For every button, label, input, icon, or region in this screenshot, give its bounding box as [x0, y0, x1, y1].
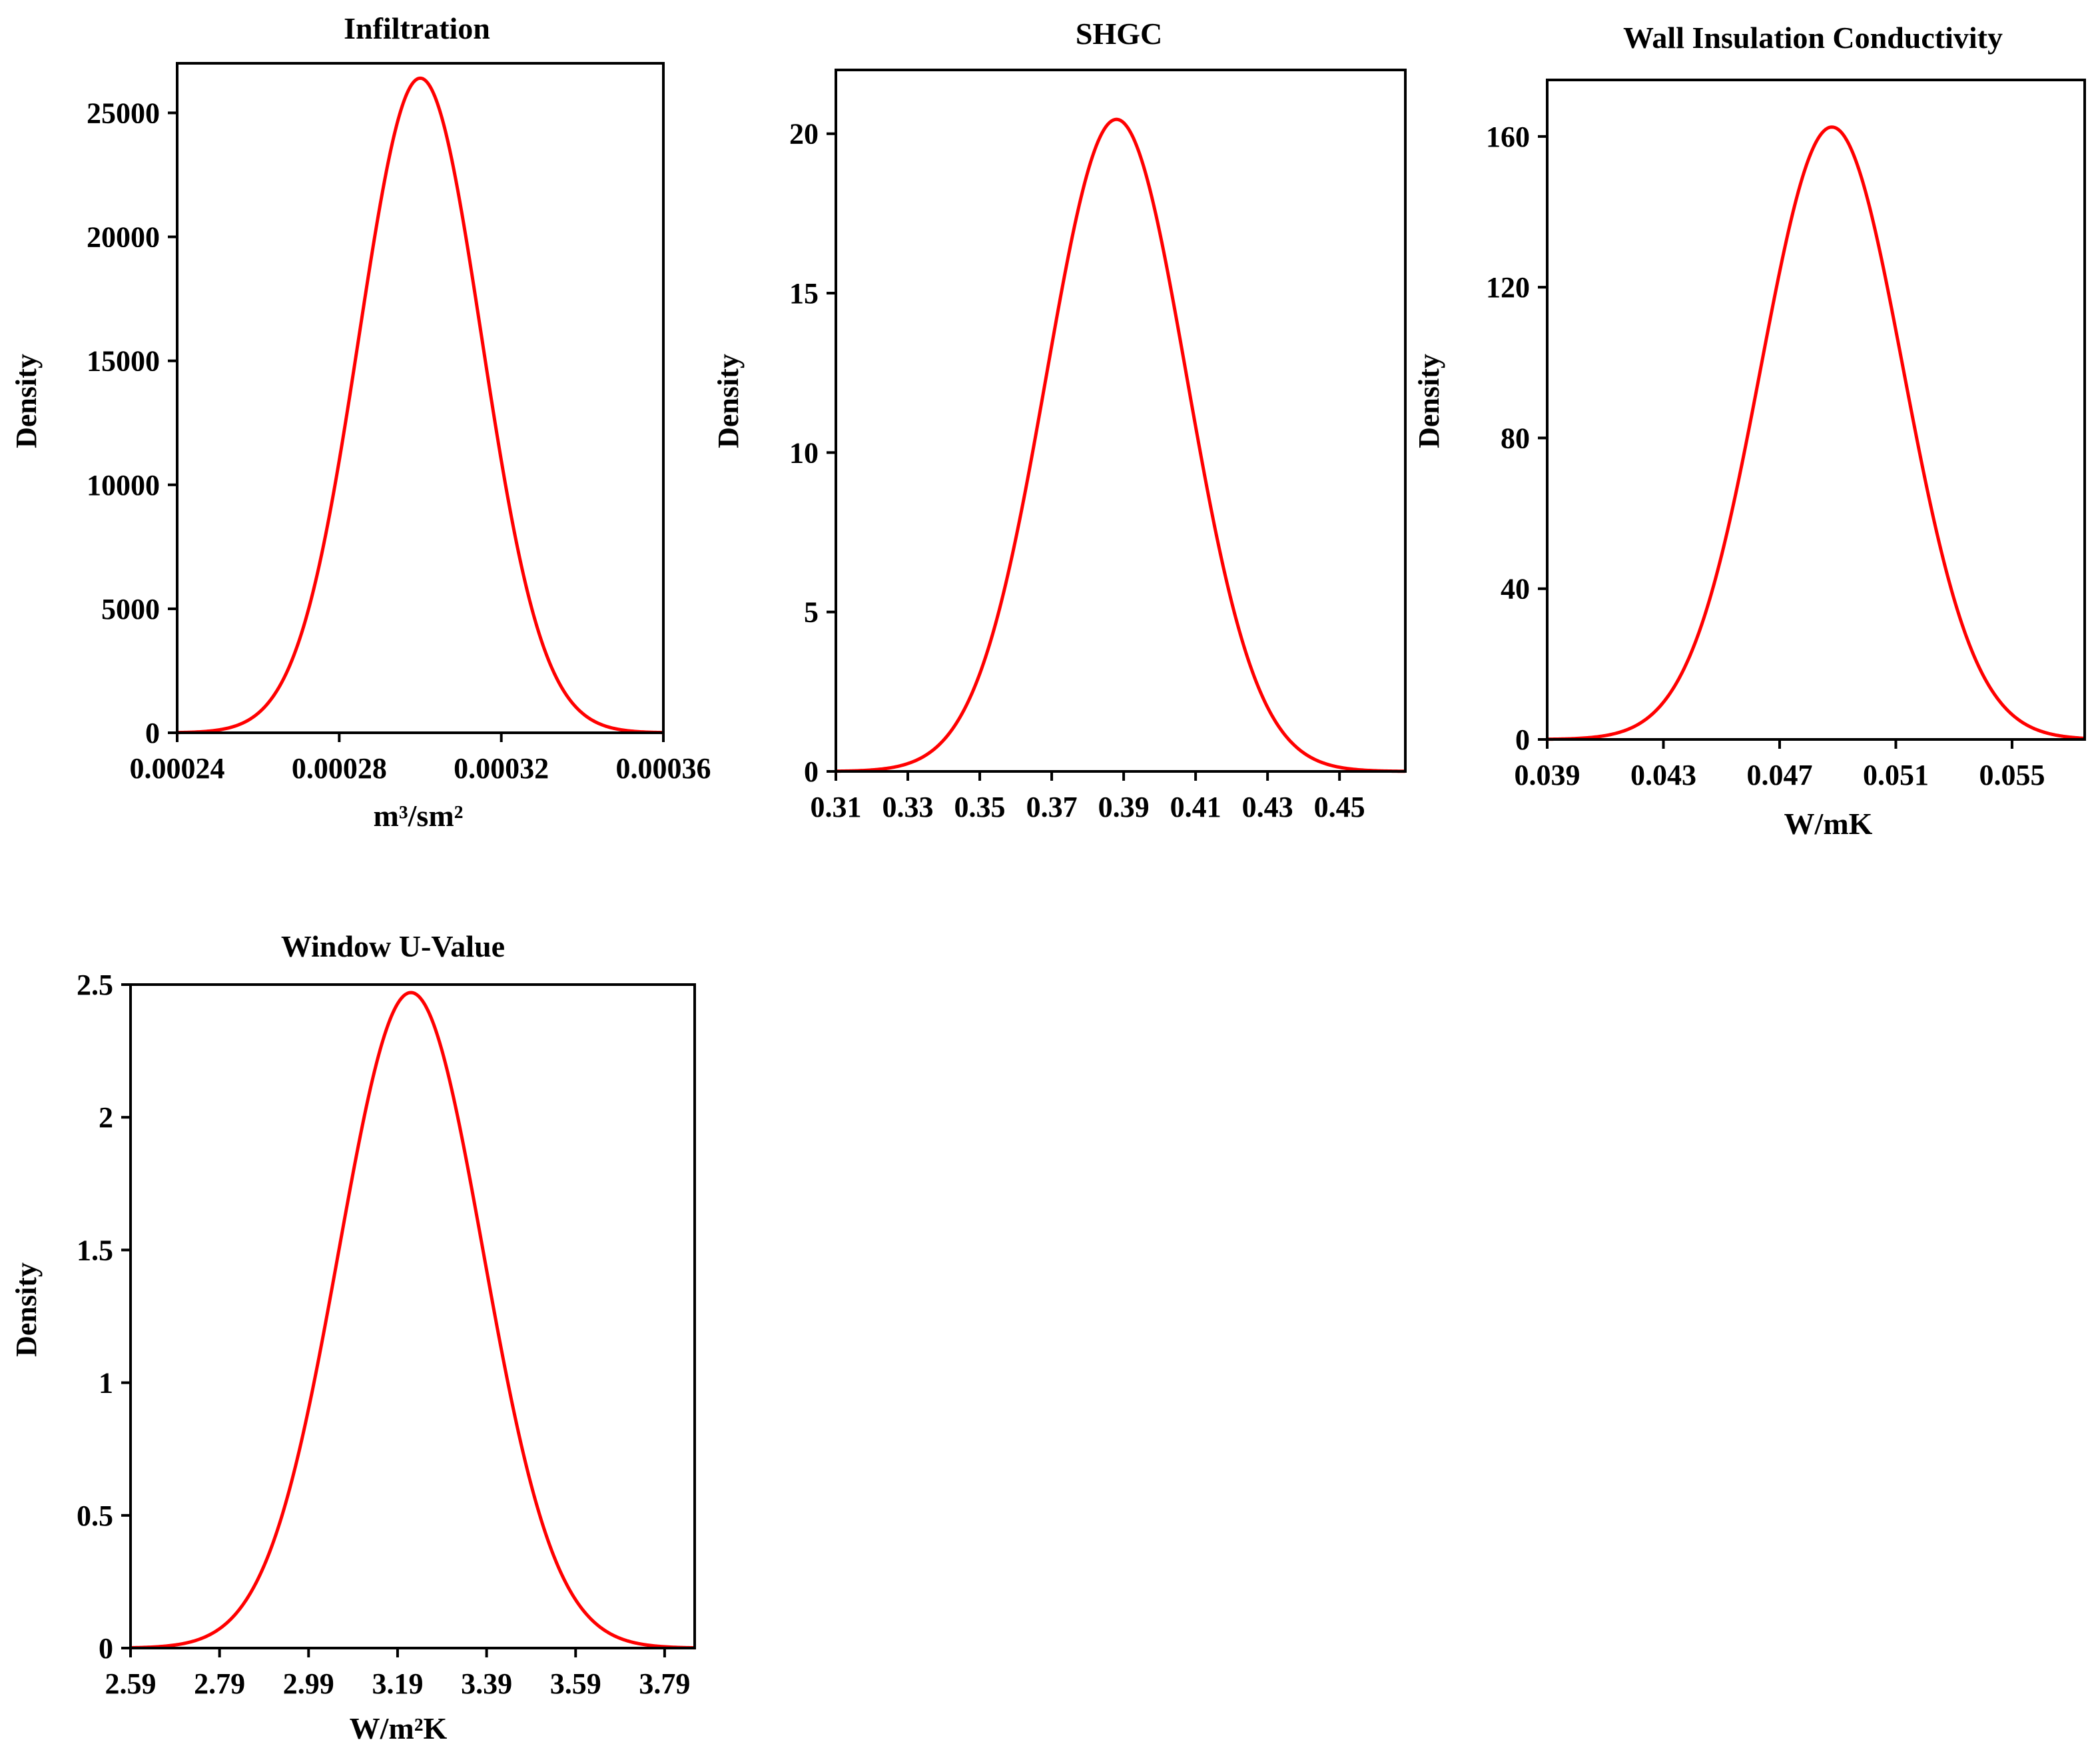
x-axis-label: m³/sm²: [374, 799, 464, 833]
y-tick-label: 10000: [87, 469, 160, 502]
plot-frame: [176, 62, 665, 734]
y-tick-label: 1: [99, 1367, 113, 1400]
chart-wall-insulation-conductivity: Wall Insulation Conductivity Density W/m…: [1413, 21, 2086, 841]
density-curve: [176, 76, 664, 735]
y-tick-label: 0: [804, 755, 819, 788]
y-axis-label: Density: [10, 1262, 43, 1357]
y-tick-label: 10: [789, 436, 819, 469]
x-axis-label: W/m²K: [350, 1711, 448, 1745]
x-tick-label: 0.00036: [616, 752, 711, 785]
tick-group: 0.039 0.043 0.047 0.051 0.055 0 40 80 120 160: [1486, 121, 2045, 791]
y-axis-label: Density: [712, 354, 745, 448]
chart-title: Infiltration: [344, 11, 490, 45]
chart-title: Wall Insulation Conductivity: [1623, 21, 2003, 55]
x-tick-label: 0.39: [1098, 791, 1150, 823]
x-tick-label: 0.45: [1314, 791, 1365, 823]
density-curve: [130, 991, 695, 1650]
x-tick-label: 0.055: [1979, 759, 2045, 791]
plot-frame: [129, 983, 696, 1649]
y-tick-label: 80: [1501, 422, 1530, 454]
x-tick-label: 2.59: [105, 1667, 157, 1700]
x-axis-label: W/mK: [1784, 807, 1873, 841]
x-tick-label: 0.41: [1170, 791, 1222, 823]
chart-title: Window U-Value: [281, 929, 505, 963]
x-tick-label: 3.39: [461, 1667, 512, 1700]
density-curve: [1547, 125, 2085, 741]
y-tick-label: 15: [789, 277, 819, 310]
x-tick-label: 0.37: [1026, 791, 1078, 823]
y-tick-label: 5000: [101, 593, 160, 626]
y-tick-label: 20000: [87, 221, 160, 254]
x-tick-label: 0.35: [954, 791, 1006, 823]
x-tick-label: 3.19: [372, 1667, 423, 1700]
x-tick-label: 0.33: [882, 791, 934, 823]
plot-frame: [1546, 79, 2086, 741]
x-tick-label: 0.043: [1630, 759, 1696, 791]
x-tick-label: 2.79: [194, 1667, 245, 1700]
x-tick-label: 3.59: [550, 1667, 601, 1700]
y-tick-label: 120: [1486, 271, 1530, 304]
chart-window-u-value: Window U-Value Density W/m²K 2.59 2.79 2.9…: [10, 929, 696, 1745]
density-curve: [835, 117, 1406, 773]
y-tick-label: 1.5: [77, 1234, 113, 1266]
y-axis-label: Density: [10, 354, 43, 448]
x-tick-label: 0.00032: [454, 752, 549, 785]
chart-infiltration: Infiltration Density m³/sm² 0.00024 0.000…: [10, 11, 711, 833]
x-tick-label: 0.051: [1863, 759, 1929, 791]
x-tick-label: 0.00024: [130, 752, 225, 785]
plot-frame: [835, 69, 1407, 773]
tick-group: 0.31 0.33 0.35 0.37 0.39 0.41 0.43 0.45 0 5 10 15 20: [789, 118, 1365, 823]
chart-shgc: SHGC Density 0.31 0.33 0.35 0.37 0.39 0.41 0.4…: [712, 17, 1407, 823]
x-tick-label: 0.047: [1746, 759, 1812, 791]
y-tick-label: 0.5: [77, 1500, 113, 1532]
y-tick-label: 20: [789, 118, 819, 151]
y-tick-label: 25000: [87, 97, 160, 129]
x-tick-label: 3.79: [639, 1667, 690, 1700]
x-tick-label: 0.31: [811, 791, 862, 823]
y-tick-label: 0: [1515, 723, 1530, 756]
chart-title: SHGC: [1076, 17, 1162, 51]
x-tick-label: 0.00028: [292, 752, 387, 785]
tick-group: 2.59 2.79 2.99 3.19 3.39 3.59 3.79 0 0.5 1 1.5 2 2.5: [77, 969, 690, 1700]
y-tick-label: 0: [99, 1632, 113, 1665]
tick-group: 0.00024 0.00028 0.00032 0.00036 0 5000 10000 15…: [87, 97, 711, 785]
y-tick-label: 2.5: [77, 969, 113, 1001]
y-axis-label: Density: [1413, 354, 1445, 448]
x-tick-label: 0.43: [1242, 791, 1293, 823]
y-tick-label: 2: [99, 1101, 113, 1134]
y-tick-label: 160: [1486, 121, 1530, 153]
y-tick-label: 40: [1501, 573, 1530, 606]
y-tick-label: 5: [804, 596, 819, 629]
y-tick-label: 15000: [87, 345, 160, 378]
x-tick-label: 0.039: [1515, 759, 1580, 791]
y-tick-label: 0: [145, 717, 160, 749]
x-tick-label: 2.99: [283, 1667, 334, 1700]
